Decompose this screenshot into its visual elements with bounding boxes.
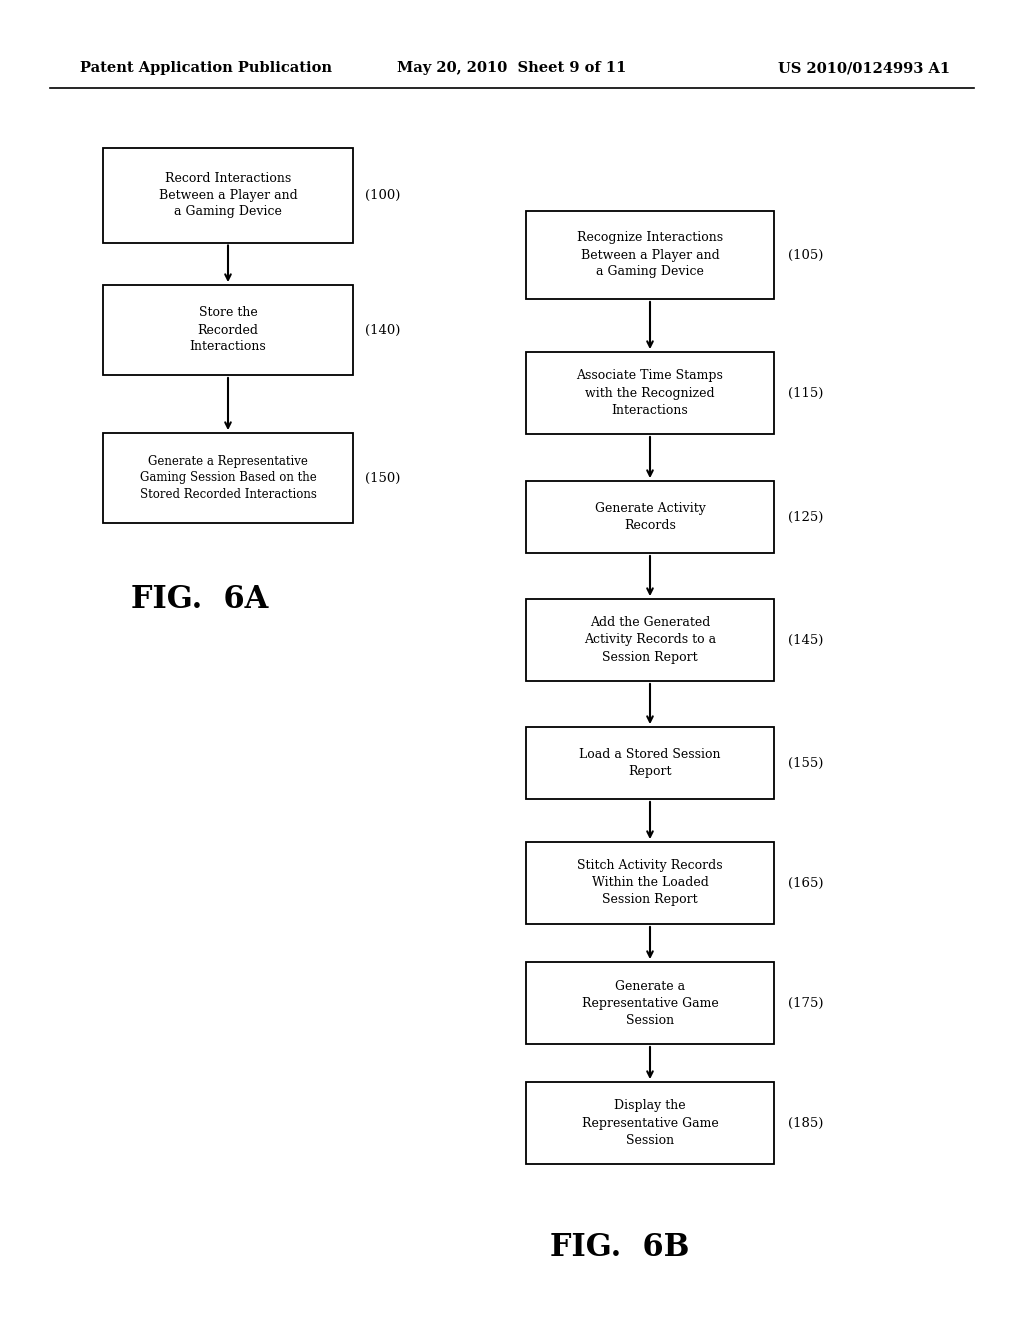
- Text: Store the
Recorded
Interactions: Store the Recorded Interactions: [189, 306, 266, 354]
- Text: (145): (145): [788, 634, 823, 647]
- Text: May 20, 2010  Sheet 9 of 11: May 20, 2010 Sheet 9 of 11: [397, 61, 627, 75]
- Text: (115): (115): [788, 387, 823, 400]
- Text: (150): (150): [365, 471, 400, 484]
- Text: (125): (125): [788, 511, 823, 524]
- Bar: [526, 727, 774, 799]
- Text: (105): (105): [788, 248, 823, 261]
- Text: Generate a Representative
Gaming Session Based on the
Stored Recorded Interactio: Generate a Representative Gaming Session…: [139, 454, 316, 502]
- Text: FIG.  6A: FIG. 6A: [131, 585, 268, 615]
- Bar: [103, 148, 353, 243]
- Text: US 2010/0124993 A1: US 2010/0124993 A1: [778, 61, 950, 75]
- Text: Load a Stored Session
Report: Load a Stored Session Report: [580, 748, 721, 777]
- Bar: [526, 211, 774, 300]
- Text: Add the Generated
Activity Records to a
Session Report: Add the Generated Activity Records to a …: [584, 616, 716, 664]
- Text: Recognize Interactions
Between a Player and
a Gaming Device: Recognize Interactions Between a Player …: [577, 231, 723, 279]
- Bar: [526, 1082, 774, 1164]
- Text: FIG.  6B: FIG. 6B: [550, 1233, 690, 1263]
- Text: Record Interactions
Between a Player and
a Gaming Device: Record Interactions Between a Player and…: [159, 172, 297, 219]
- Text: Generate Activity
Records: Generate Activity Records: [595, 502, 706, 532]
- Bar: [526, 599, 774, 681]
- Bar: [103, 285, 353, 375]
- Bar: [526, 842, 774, 924]
- Bar: [526, 962, 774, 1044]
- Text: (185): (185): [788, 1117, 823, 1130]
- Text: Generate a
Representative Game
Session: Generate a Representative Game Session: [582, 979, 719, 1027]
- Text: (165): (165): [788, 876, 823, 890]
- Text: Display the
Representative Game
Session: Display the Representative Game Session: [582, 1100, 719, 1147]
- Text: (175): (175): [788, 997, 823, 1010]
- Bar: [526, 480, 774, 553]
- Bar: [103, 433, 353, 523]
- Text: Associate Time Stamps
with the Recognized
Interactions: Associate Time Stamps with the Recognize…: [577, 370, 723, 417]
- Text: (140): (140): [365, 323, 400, 337]
- Bar: [526, 352, 774, 434]
- Text: (100): (100): [365, 189, 400, 202]
- Text: Patent Application Publication: Patent Application Publication: [80, 61, 332, 75]
- Text: (155): (155): [788, 756, 823, 770]
- Text: Stitch Activity Records
Within the Loaded
Session Report: Stitch Activity Records Within the Loade…: [578, 859, 723, 907]
